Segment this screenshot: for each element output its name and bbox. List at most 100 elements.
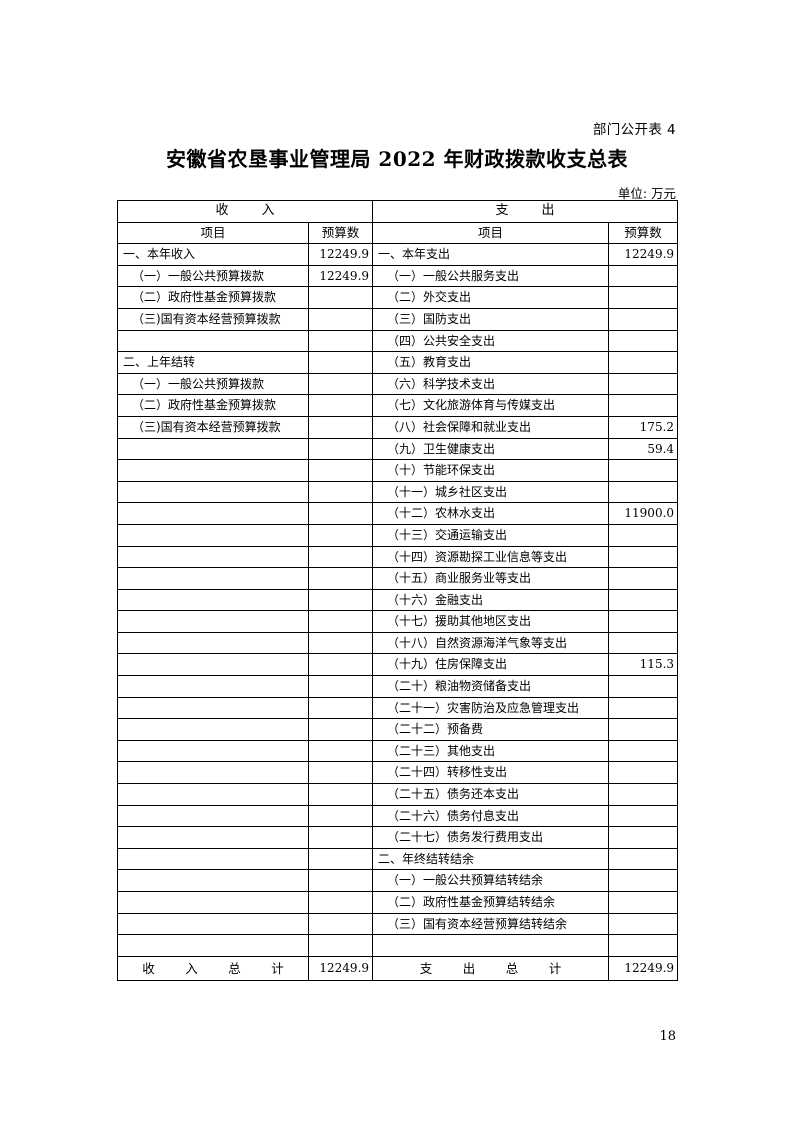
expenditure-item-value [608, 588, 679, 612]
expenditure-item-value [608, 264, 679, 288]
expenditure-item-value [608, 718, 679, 741]
expenditure-item-label: （一）一般公共预算结转结余 [372, 869, 610, 892]
expenditure-item-label: （十二）农林水支出 [372, 502, 610, 525]
income-item-value [307, 934, 374, 957]
income-item-label [117, 847, 309, 871]
table-row: （二）政府性基金预算拨款 （七）文化旅游体育与传媒支出 [117, 394, 679, 417]
expenditure-item-value [608, 912, 679, 936]
table-body: 一、本年收入 12249.9 一、本年支出 12249.9 （一）一般公共预算拨款 122… [117, 243, 679, 957]
table-row: 一、本年收入 12249.9 一、本年支出 12249.9 [117, 243, 679, 266]
expenditure-item-label: （十一）城乡社区支出 [372, 480, 610, 504]
income-item-value [307, 891, 374, 914]
expenditure-item-label: （八）社会保障和就业支出 [372, 415, 610, 439]
income-item-label: （二）政府性基金预算拨款 [117, 394, 309, 417]
table-row [117, 934, 679, 957]
total-value-expenditure: 12249.9 [608, 955, 679, 981]
income-item-label [117, 523, 309, 547]
expenditure-item-value: 12249.9 [608, 243, 679, 266]
income-item-label [117, 869, 309, 892]
income-item-value [307, 739, 374, 763]
expenditure-item-value: 11900.0 [608, 502, 679, 525]
table-row: （二十七）债务发行费用支出 [117, 826, 679, 849]
income-item-value [307, 761, 374, 785]
page-number: 18 [659, 1029, 676, 1044]
expenditure-item-value [608, 783, 679, 806]
group-header-income: 收 入 [116, 200, 374, 223]
expenditure-item-label: 二、年终结转结余 [372, 847, 610, 871]
expenditure-item-value [608, 934, 679, 957]
table-row: （一）一般公共预算结转结余 [117, 869, 679, 892]
expenditure-item-value [608, 869, 679, 892]
table-row: （十八）自然资源海洋气象等支出 [117, 631, 679, 655]
expenditure-item-label: （十三）交通运输支出 [372, 523, 610, 547]
table-row: （二）政府性基金预算结转结余 [117, 891, 679, 914]
income-item-label [117, 610, 309, 633]
expenditure-item-label [372, 934, 610, 957]
group-header-expenditure: 支 出 [372, 200, 679, 223]
income-item-label [117, 675, 309, 698]
table-row: （一）一般公共预算拨款 （六）科学技术支出 [117, 372, 679, 396]
expenditure-item-label: （二十六）债务付息支出 [372, 804, 610, 828]
expenditure-item-label: （七）文化旅游体育与传媒支出 [372, 394, 610, 417]
table-row: （二十三）其他支出 [117, 739, 679, 763]
budget-summary-table: 收 入 支 出 项目 预算数 项目 预算数 一、本年收入 12249.9 一、本年支… [116, 200, 679, 981]
expenditure-item-value [608, 480, 679, 504]
table-row: （十一）城乡社区支出 [117, 480, 679, 504]
expenditure-item-value: 115.3 [608, 653, 679, 677]
expenditure-item-label: （三）国有资本经营预算结转结余 [372, 912, 610, 936]
expenditure-item-value [608, 372, 679, 396]
income-item-value [307, 847, 374, 871]
income-item-value [307, 869, 374, 892]
expenditure-item-label: （十）节能环保支出 [372, 459, 610, 482]
expenditure-item-label: （五）教育支出 [372, 351, 610, 374]
income-item-label [117, 459, 309, 482]
table-row: （十五）商业服务业等支出 [117, 567, 679, 590]
table-row: （一）一般公共预算拨款 12249.9 （一）一般公共服务支出 [117, 264, 679, 288]
expenditure-item-label: （六）科学技术支出 [372, 372, 610, 396]
income-item-label [117, 718, 309, 741]
income-item-value [307, 502, 374, 525]
expenditure-item-label: （二）外交支出 [372, 286, 610, 309]
income-item-label [117, 329, 309, 353]
income-item-value [307, 415, 374, 439]
income-item-label [117, 567, 309, 590]
income-item-label [117, 891, 309, 914]
income-item-value [307, 696, 374, 720]
table-row: （九）卫生健康支出 59.4 [117, 437, 679, 461]
column-header-income-item: 项目 [117, 221, 309, 245]
income-item-label: 二、上年结转 [117, 351, 309, 374]
table-row: （十）节能环保支出 [117, 459, 679, 482]
table-row: （三)国有资本经营预算拨款 （八）社会保障和就业支出 175.2 [117, 415, 679, 439]
expenditure-item-value [608, 307, 679, 331]
income-item-value [307, 631, 374, 655]
income-item-label [117, 502, 309, 525]
income-item-value [307, 653, 374, 677]
expenditure-item-label: （二十四）转移性支出 [372, 761, 610, 785]
income-item-value [307, 307, 374, 331]
expenditure-item-label: （二十）粮油物资储备支出 [372, 675, 610, 698]
income-item-value [307, 588, 374, 612]
unit-note: 单位: 万元 [617, 186, 676, 201]
income-item-label [117, 545, 309, 569]
income-item-label [117, 783, 309, 806]
income-item-value [307, 675, 374, 698]
income-item-label [117, 631, 309, 655]
document-reference-label: 部门公开表 4 [592, 122, 676, 138]
income-item-value [307, 351, 374, 374]
expenditure-item-value [608, 826, 679, 849]
table-row: （二十）粮油物资储备支出 [117, 675, 679, 698]
expenditure-item-value [608, 696, 679, 720]
total-label-income: 收 入 总 计 [117, 955, 309, 981]
table-row: （十二）农林水支出 11900.0 [117, 502, 679, 525]
income-item-label [117, 480, 309, 504]
income-item-label: （三)国有资本经营预算拨款 [117, 307, 309, 331]
expenditure-item-label: （十九）住房保障支出 [372, 653, 610, 677]
income-item-label: 一、本年收入 [117, 243, 309, 266]
expenditure-item-value [608, 847, 679, 871]
income-item-label [117, 739, 309, 763]
table-row: （二）政府性基金预算拨款 （二）外交支出 [117, 286, 679, 309]
expenditure-item-label: （二）政府性基金预算结转结余 [372, 891, 610, 914]
expenditure-item-value [608, 675, 679, 698]
income-item-value [307, 372, 374, 396]
